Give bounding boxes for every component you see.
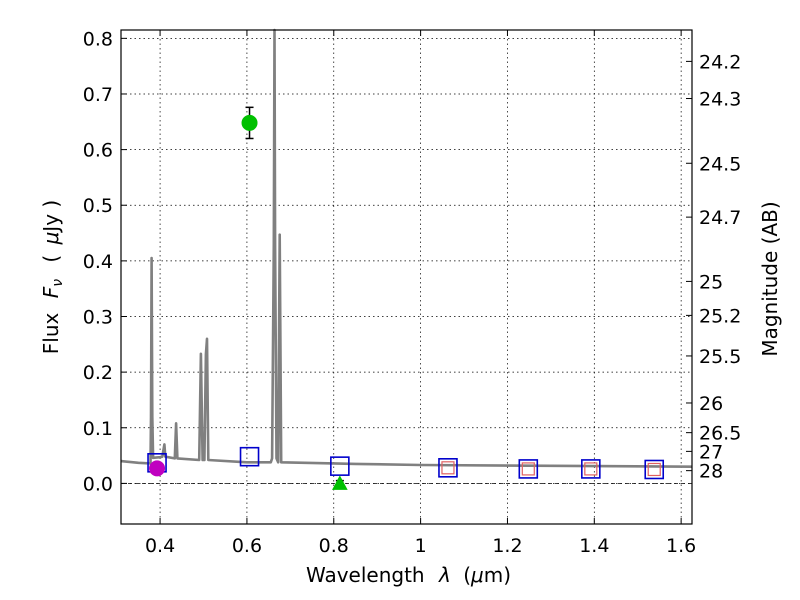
model-photometry — [147, 446, 665, 480]
x-tick-label: 0.8 — [319, 535, 349, 557]
model-photometry-inner-marker — [584, 462, 598, 476]
model-photometry-marker — [581, 459, 601, 479]
magnitude-tick-label: 26.5 — [699, 423, 741, 445]
x-label-symbol: λ — [438, 563, 451, 587]
x-tick-label: 1 — [415, 535, 427, 557]
x-tick-label: 1.6 — [666, 535, 696, 557]
y-label-unit-open: ( — [39, 255, 63, 263]
model-photometry-marker — [239, 446, 260, 467]
y-tick-label: 0.6 — [83, 140, 113, 162]
y-label-unit-rest: Jy ) — [39, 200, 63, 234]
magnitude-tick-label: 24.3 — [699, 89, 741, 111]
x-tick-label: 0.4 — [145, 535, 175, 557]
y-tick-label: 0.4 — [83, 251, 113, 273]
y-label-text: Flux — [39, 312, 63, 354]
y-tick-label: 0.7 — [83, 84, 113, 106]
magnitude-tick-label: 28 — [699, 461, 723, 483]
magnitude-tick-label: 25.2 — [699, 305, 741, 327]
model-spectrum — [120, 28, 693, 468]
magnitude-axis-label: Magnitude (AB) — [758, 201, 782, 356]
x-label-unit-open: ( — [463, 563, 471, 587]
x-axis-label: Wavelength λ (μm) — [306, 563, 511, 587]
model-photometry-marker — [518, 459, 539, 479]
magnitude-tick-label: 25 — [699, 271, 723, 293]
y-tick-label: 0.1 — [83, 418, 113, 440]
model-photometry-marker — [330, 456, 350, 476]
observed-point-triangle — [332, 475, 348, 490]
model-photometry-inner-marker — [521, 462, 535, 476]
x-tick-label: 0.6 — [232, 535, 262, 557]
magnitude-tick-label: 24.5 — [699, 153, 741, 175]
x-label-unit-mu: μ — [470, 563, 484, 587]
x-label-unit-rest: m) — [484, 563, 511, 587]
y-axis-ticks: 0.0 0.1 0.2 0.3 0.4 0.5 0.6 0.7 0.8 — [83, 28, 127, 495]
y-tick-label: 0.0 — [83, 473, 113, 495]
plot-frame — [120, 29, 693, 525]
magnitude-tick-label: 26 — [699, 393, 723, 415]
magnitude-tick-label: 27 — [699, 441, 723, 463]
observed-point — [241, 114, 258, 131]
model-photometry-marker — [644, 459, 665, 480]
magnitude-tick-label: 25.5 — [699, 346, 741, 368]
x-tick-label: 1.4 — [579, 535, 609, 557]
magnitude-tick-label: 24.7 — [699, 207, 741, 229]
model-photometry-inner-marker — [441, 461, 455, 475]
observed-photometry — [149, 106, 348, 490]
y-label-symbol: F — [39, 286, 63, 298]
x-tick-label: 1.2 — [492, 535, 522, 557]
magnitude-tick-label: 24.2 — [699, 51, 741, 73]
y-label-subscript: ν — [50, 279, 66, 287]
observed-point — [149, 460, 166, 477]
spectrum-line — [120, 28, 693, 468]
x-axis-ticks: 0.4 0.6 0.8 1 1.2 1.4 1.6 — [145, 30, 696, 557]
y-axis-label: Flux Fν ( μJy ) — [39, 200, 67, 354]
grid-lines — [121, 30, 692, 524]
y-tick-label: 0.8 — [83, 28, 113, 50]
y-tick-label: 0.5 — [83, 195, 113, 217]
x-label-text: Wavelength — [306, 563, 425, 587]
y-tick-label: 0.3 — [83, 306, 113, 328]
y-label-unit-mu: μ — [39, 232, 63, 246]
y-tick-label: 0.2 — [83, 362, 113, 384]
model-photometry-marker — [438, 458, 458, 478]
model-photometry-inner-marker — [647, 462, 661, 477]
